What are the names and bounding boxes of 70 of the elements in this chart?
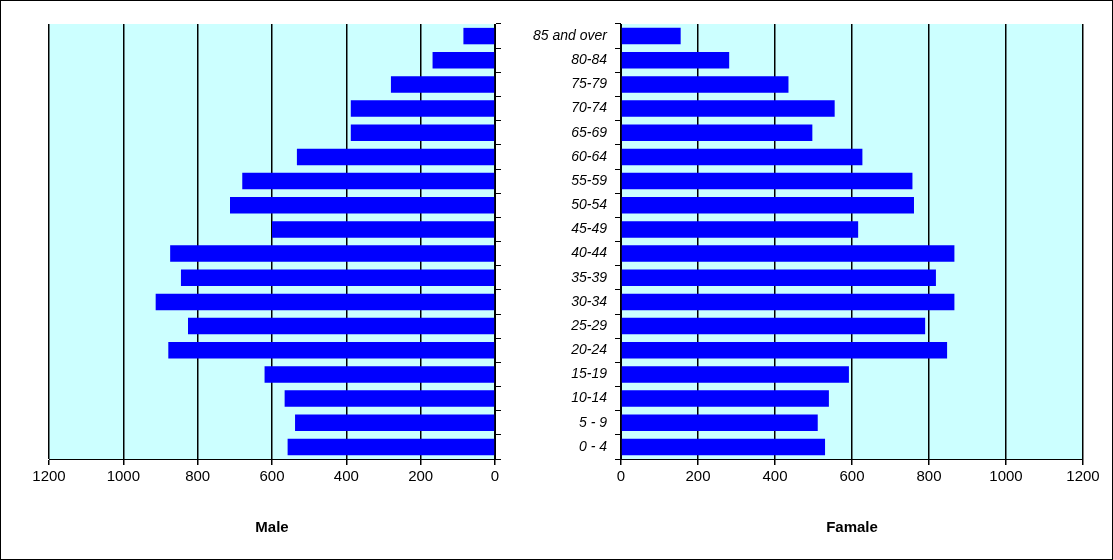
y-tick-label: 20-24 (570, 341, 608, 358)
y-tick-label: 30-34 (571, 292, 608, 309)
bar (621, 100, 835, 117)
y-tick-label: 85 and over (533, 26, 609, 43)
bar (230, 197, 495, 214)
bar (621, 269, 936, 286)
bar (621, 172, 913, 190)
bar (296, 148, 495, 166)
x-tick-label: 400 (762, 467, 788, 485)
bar (287, 438, 495, 456)
bar (621, 76, 789, 93)
x-tick-label: 600 (839, 467, 865, 485)
bar (621, 366, 849, 383)
y-tick-label: 5 - 9 (578, 413, 608, 430)
bar (621, 414, 818, 431)
y-tick-label: 35-39 (571, 268, 608, 285)
x-tick-label: 1000 (989, 467, 1023, 485)
bar (621, 342, 948, 359)
x-tick-label: 800 (916, 467, 942, 485)
y-tick-label: 55-59 (571, 171, 608, 188)
bar (621, 221, 859, 238)
bar (295, 414, 495, 431)
bar (170, 245, 495, 262)
bar (350, 100, 495, 117)
bar (621, 52, 730, 69)
x-axis-title: Male (255, 518, 289, 536)
bar (621, 197, 914, 214)
bar (621, 390, 829, 407)
y-tick-label: 10-14 (571, 389, 608, 406)
x-tick-label: 1000 (106, 467, 141, 485)
bar (350, 124, 495, 141)
y-tick-label: 25-29 (570, 316, 608, 333)
x-tick-label: 200 (685, 467, 711, 485)
x-axis-title: Famale (826, 518, 878, 536)
bar (621, 148, 863, 166)
bar (284, 390, 495, 407)
bar (621, 438, 826, 456)
y-tick-label: 60-64 (571, 147, 608, 164)
x-tick-label: 600 (259, 467, 285, 485)
x-tick-label: 0 (616, 467, 626, 485)
y-tick-label: 45-49 (571, 220, 608, 237)
bar (621, 293, 955, 311)
bar (621, 245, 955, 262)
bar (168, 342, 495, 359)
bar (188, 317, 495, 335)
x-tick-label: 0 (490, 467, 500, 485)
x-tick-label: 200 (408, 467, 434, 485)
x-tick-label: 1200 (1066, 467, 1100, 485)
bar (621, 317, 926, 335)
bar (432, 52, 495, 69)
x-tick-label: 400 (333, 467, 359, 485)
bar (264, 366, 495, 383)
y-tick-label: 50-54 (571, 196, 608, 213)
y-tick-label: 40-44 (571, 244, 608, 261)
bar (272, 221, 495, 238)
y-tick-label: 80-84 (571, 51, 608, 68)
bar (621, 124, 813, 141)
bar (390, 76, 495, 93)
y-tick-label: 70-74 (571, 99, 608, 116)
bar (621, 27, 681, 45)
x-tick-label: 800 (185, 467, 211, 485)
bar (180, 269, 495, 286)
y-tick-label: 75-79 (571, 75, 608, 92)
y-tick-label: 0 - 4 (578, 437, 608, 454)
bar (155, 293, 495, 311)
x-tick-label: 1200 (32, 467, 66, 485)
bar (463, 27, 495, 45)
bar (242, 172, 495, 190)
y-tick-label: 15-19 (571, 365, 608, 382)
y-tick-label: 65-69 (571, 123, 608, 140)
